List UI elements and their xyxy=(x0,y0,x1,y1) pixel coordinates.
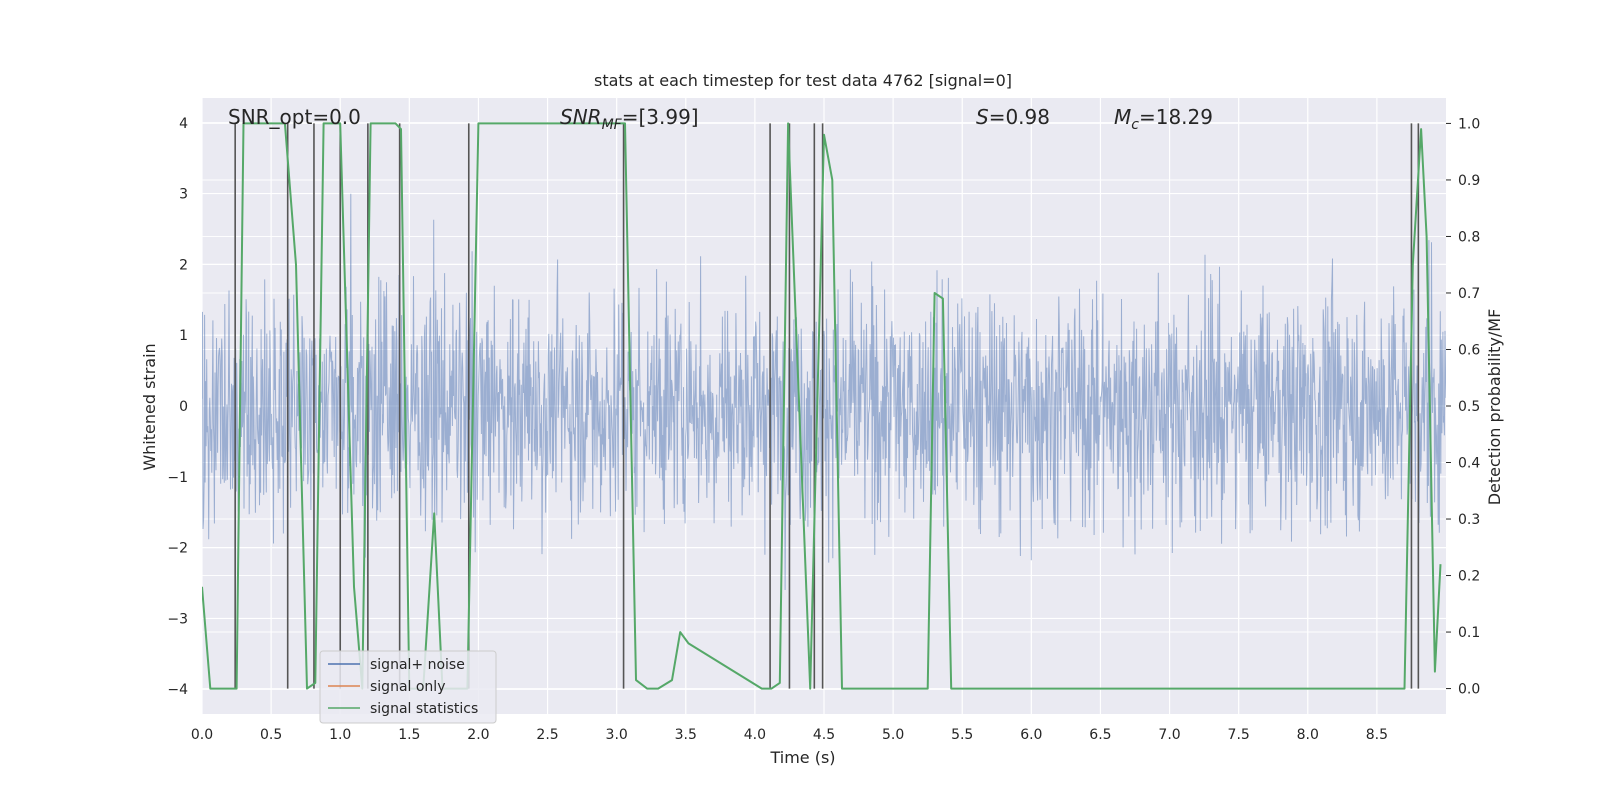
y-right-tick-label: 0.9 xyxy=(1458,173,1480,189)
chart-title: stats at each timestep for test data 476… xyxy=(594,71,1012,90)
y-axis-ticks: −4 −3 −2 −1 0 1 2 3 4 xyxy=(167,116,188,698)
y-right-tick-label: 1.0 xyxy=(1458,116,1480,132)
legend-label-signal-only: signal only xyxy=(370,679,445,695)
y-right-axis-label: Detection probability/MF xyxy=(1485,309,1504,506)
y-right-tick-label: 0.4 xyxy=(1458,456,1480,472)
y-tick-label: 1 xyxy=(179,328,188,344)
y-right-tick-label: 0.3 xyxy=(1458,512,1480,528)
signal-statistics-line xyxy=(202,122,1442,690)
x-axis-label: Time (s) xyxy=(769,748,835,767)
x-tick-label: 3.0 xyxy=(606,727,628,743)
x-tick-label: 0.0 xyxy=(191,727,213,743)
x-tick-label: 1.0 xyxy=(329,727,351,743)
y-right-tick-label: 0.7 xyxy=(1458,286,1480,302)
annotation-s-value: =0.98 xyxy=(989,105,1050,129)
x-tick-label: 1.5 xyxy=(398,727,420,743)
x-tick-label: 7.5 xyxy=(1228,727,1250,743)
y-axis-label: Whitened strain xyxy=(140,343,159,470)
x-tick-label: 7.0 xyxy=(1158,727,1180,743)
x-tick-label: 5.0 xyxy=(882,727,904,743)
annotation-snr-mf-label: SNR xyxy=(560,105,602,129)
x-tick-label: 0.5 xyxy=(260,727,282,743)
annotation-snr-mf-sub: MF xyxy=(602,117,623,133)
x-tick-label: 4.5 xyxy=(813,727,835,743)
x-tick-label: 8.5 xyxy=(1366,727,1388,743)
legend: signal+ noise signal only signal statist… xyxy=(319,650,497,724)
annotation-s: S=0.98 xyxy=(976,105,1050,129)
x-tick-label: 5.5 xyxy=(951,727,973,743)
y-right-tick-label: 0.1 xyxy=(1458,625,1480,641)
series-signal-noise xyxy=(202,193,1446,591)
annotation-mc-value: =18.29 xyxy=(1139,105,1213,129)
y-tick-label: −2 xyxy=(167,541,188,557)
annotation-mc-sub: c xyxy=(1131,117,1139,133)
legend-box xyxy=(319,650,497,724)
y-tick-label: 2 xyxy=(179,257,188,273)
y-tick-label: −1 xyxy=(167,470,188,486)
y-right-tick-label: 0.6 xyxy=(1458,342,1480,358)
y-tick-label: 3 xyxy=(179,187,188,203)
x-tick-label: 3.5 xyxy=(675,727,697,743)
x-tick-label: 8.0 xyxy=(1297,727,1319,743)
annotation-s-label: S xyxy=(976,105,989,129)
legend-label-signal-noise: signal+ noise xyxy=(370,657,465,673)
annotation-snr-mf-value: =[3.99] xyxy=(622,105,699,129)
y-tick-label: −4 xyxy=(167,682,188,698)
x-tick-label: 6.5 xyxy=(1089,727,1111,743)
y-right-axis-ticks: 0.0 0.1 0.2 0.3 0.4 0.5 0.6 0.7 0.8 0.9 1.0 xyxy=(1446,116,1480,698)
x-tick-label: 6.0 xyxy=(1020,727,1042,743)
y-right-tick-label: 0.2 xyxy=(1458,569,1480,585)
annotation-mc: Mc=18.29 xyxy=(1114,105,1213,133)
y-tick-label: 4 xyxy=(179,116,188,132)
x-tick-label: 2.0 xyxy=(467,727,489,743)
series-signal-statistics xyxy=(202,122,1442,690)
annotation-snr-opt: SNR_opt=0.0 xyxy=(228,105,361,129)
y-right-tick-label: 0.0 xyxy=(1458,682,1480,698)
x-axis-ticks: 0.0 0.5 1.0 1.5 2.0 2.5 3.0 3.5 4.0 4.5 5.0 5.5 6.0 6… xyxy=(191,727,1388,743)
annotations: SNR_opt=0.0 SNRMF=[3.99] S=0.98 Mc=18.29 xyxy=(228,105,1213,133)
y-tick-label: 0 xyxy=(179,399,188,415)
annotation-snr-mf: SNRMF=[3.99] xyxy=(560,105,699,133)
legend-label-signal-statistics: signal statistics xyxy=(370,701,478,717)
y-right-tick-label: 0.8 xyxy=(1458,229,1480,245)
signal-noise-line xyxy=(202,193,1446,591)
y-tick-label: −3 xyxy=(167,611,188,627)
y-right-tick-label: 0.5 xyxy=(1458,399,1480,415)
annotation-mc-label: M xyxy=(1114,105,1131,129)
x-tick-label: 2.5 xyxy=(536,727,558,743)
x-tick-label: 4.0 xyxy=(744,727,766,743)
